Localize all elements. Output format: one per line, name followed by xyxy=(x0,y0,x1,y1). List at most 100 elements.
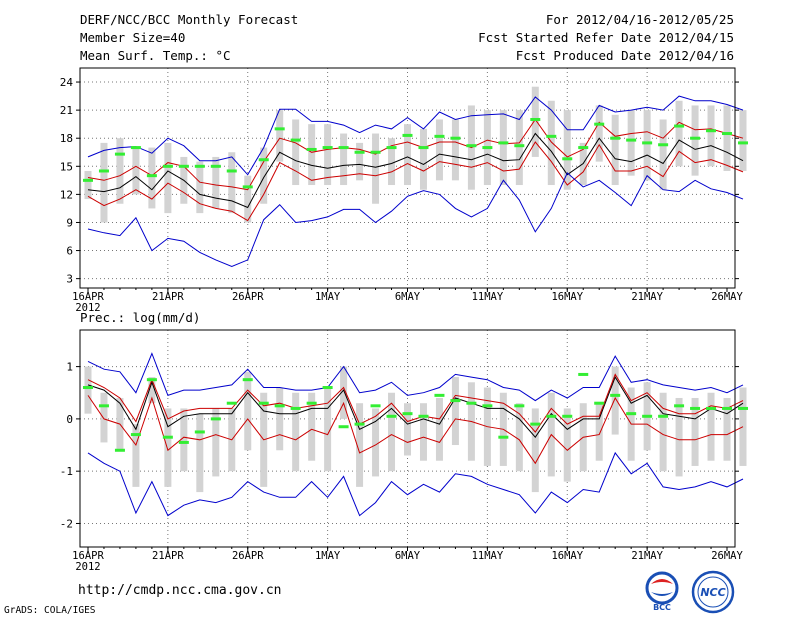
spread-bar xyxy=(164,142,172,214)
y-tick-label: 15 xyxy=(60,160,73,173)
spread-bar xyxy=(340,133,348,186)
observed-marker xyxy=(162,164,173,168)
spread-bar xyxy=(340,366,348,419)
observed-marker xyxy=(562,157,573,161)
spread-bar xyxy=(84,366,92,414)
observed-marker xyxy=(482,404,493,408)
observed-marker xyxy=(658,414,669,418)
spread-bar xyxy=(563,110,571,190)
spread-bar xyxy=(659,119,667,190)
observed-marker xyxy=(274,404,285,408)
observed-marker xyxy=(722,132,733,136)
observed-marker xyxy=(610,393,621,397)
x-tick-label: 11MAY xyxy=(472,291,504,303)
x-tick-label: 16MAY xyxy=(551,291,583,303)
spread-bar xyxy=(308,392,316,461)
spread-bar xyxy=(595,403,603,461)
observed-marker xyxy=(290,406,301,410)
series-line-upper-outer xyxy=(87,352,744,402)
spread-bar xyxy=(228,152,236,214)
spread-bar xyxy=(196,413,204,493)
observed-marker xyxy=(226,401,237,405)
spread-bar xyxy=(196,161,204,214)
observed-marker xyxy=(178,164,189,168)
spread-bar xyxy=(563,408,571,482)
observed-marker xyxy=(386,146,397,150)
observed-marker xyxy=(82,386,93,390)
observed-marker xyxy=(114,152,125,156)
observed-marker xyxy=(338,146,349,150)
observed-marker xyxy=(450,399,461,403)
x-year-label: 2012 xyxy=(75,561,100,573)
observed-marker xyxy=(722,406,733,410)
spread-bar xyxy=(627,110,635,176)
observed-marker xyxy=(146,174,157,178)
observed-marker xyxy=(178,440,189,444)
observed-marker xyxy=(98,404,109,408)
series-line-lower-outer xyxy=(87,172,744,268)
observed-marker xyxy=(210,417,221,421)
precip-panel-title: Prec.: log(mm/d) xyxy=(80,310,200,325)
observed-marker xyxy=(98,169,109,173)
x-tick-label: 1MAY xyxy=(315,550,341,562)
observed-marker xyxy=(322,146,333,150)
observed-marker xyxy=(690,136,701,140)
spread-bar xyxy=(324,387,332,472)
observed-marker xyxy=(578,372,589,376)
x-tick-label: 16APR xyxy=(72,291,104,303)
series-line-upper-inner xyxy=(87,118,744,191)
spread-bar xyxy=(739,110,747,171)
x-tick-label: 26MAY xyxy=(711,550,743,562)
observed-marker xyxy=(370,150,381,154)
spread-bar xyxy=(643,110,651,181)
series-line-ensemble-mean xyxy=(87,132,744,209)
observed-marker xyxy=(226,169,237,173)
observed-marker xyxy=(530,117,541,121)
observed-marker xyxy=(130,146,141,150)
y-tick-label: 1 xyxy=(66,361,73,374)
source-url: http://cmdp.ncc.cma.gov.cn xyxy=(78,583,282,598)
observed-marker xyxy=(274,127,285,131)
svg-text:BCC: BCC xyxy=(653,603,671,612)
y-tick-label: 6 xyxy=(66,245,73,258)
spread-bar xyxy=(404,403,411,456)
spread-bar xyxy=(260,147,268,204)
spread-bar xyxy=(100,142,108,223)
spread-bar xyxy=(435,119,443,181)
observed-marker xyxy=(498,435,509,439)
observed-marker xyxy=(354,150,365,154)
observed-marker xyxy=(594,122,605,126)
svg-text:NCC: NCC xyxy=(700,586,725,599)
observed-marker xyxy=(418,146,429,150)
series-line-lower-inner xyxy=(87,395,744,465)
x-tick-label: 21MAY xyxy=(631,291,663,303)
observed-marker xyxy=(737,141,748,145)
y-tick-label: 9 xyxy=(66,216,73,229)
panel-2: Prec.: log(mm/d) -2 -1 0 1 16APR 21APR 26APR 1MA… xyxy=(60,310,748,573)
spread-bar xyxy=(148,377,156,404)
observed-marker xyxy=(514,404,525,408)
observed-marker xyxy=(450,136,461,140)
observed-marker xyxy=(338,425,349,429)
x-tick-label: 26MAY xyxy=(711,291,743,303)
y-tick-label: 24 xyxy=(60,76,74,89)
y-tick-label: -1 xyxy=(60,465,73,478)
spread-bar xyxy=(659,392,667,472)
spread-bar xyxy=(100,392,108,443)
observed-marker xyxy=(258,158,269,162)
observed-marker xyxy=(610,136,621,140)
ncc-logo-icon: NCC xyxy=(691,570,735,614)
x-tick-label: 11MAY xyxy=(472,550,504,562)
observed-marker xyxy=(674,404,685,408)
observed-marker xyxy=(370,404,381,408)
spread-bar xyxy=(356,142,364,181)
observed-marker xyxy=(162,435,173,439)
spread-bar xyxy=(451,119,459,181)
spread-bar xyxy=(292,392,300,472)
observed-marker xyxy=(466,144,477,148)
observed-marker xyxy=(290,138,301,142)
observed-marker xyxy=(194,430,205,434)
observed-marker xyxy=(418,414,429,418)
spread-bar xyxy=(308,124,316,186)
series-line-lower-inner xyxy=(87,141,744,222)
